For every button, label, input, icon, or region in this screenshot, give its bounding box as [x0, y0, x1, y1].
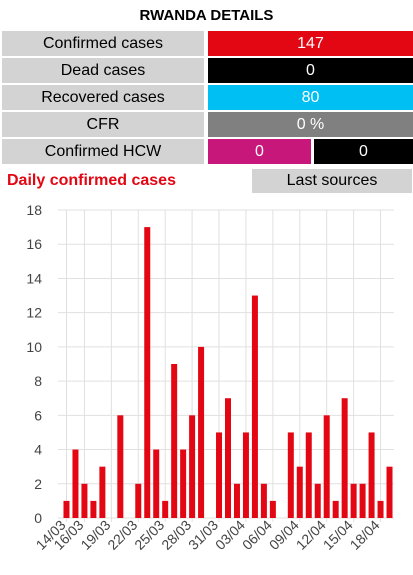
- page-title: RWANDA DETAILS: [139, 7, 274, 24]
- bar-28-03: [189, 415, 196, 518]
- bar-26-03: [171, 364, 178, 518]
- x-tick-label: 09/04: [266, 517, 302, 553]
- y-tick-label: 16: [26, 236, 42, 252]
- recovered-cases-row: Recovered cases 80: [2, 85, 413, 110]
- bar-19-04: [386, 466, 393, 518]
- bar-01-04: [225, 398, 231, 518]
- x-tick-label: 31/03: [185, 517, 221, 553]
- bar-14-04: [341, 398, 348, 518]
- cfr-label: CFR: [2, 112, 204, 137]
- bar-03-04: [242, 432, 249, 518]
- bar-02-04: [233, 483, 240, 518]
- confirmed-hcw-value-1: 0: [208, 139, 311, 164]
- bar-25-03: [162, 500, 169, 518]
- bar-04-04: [251, 295, 258, 518]
- x-tick-label: 19/03: [77, 517, 113, 553]
- bar-27-03: [180, 449, 187, 518]
- confirmed-hcw-label: Confirmed HCW: [2, 139, 204, 164]
- bar-15-04: [350, 483, 357, 518]
- confirmed-cases-row: Confirmed cases 147: [2, 31, 413, 56]
- confirmed-cases-label: Confirmed cases: [2, 31, 204, 56]
- recovered-cases-value: 80: [208, 85, 413, 110]
- x-tick-label: 06/04: [239, 517, 275, 553]
- bar-13-04: [332, 500, 339, 518]
- cfr-value: 0 %: [208, 112, 413, 137]
- x-tick-label: 03/04: [212, 517, 248, 553]
- bar-17-04: [368, 432, 375, 518]
- cfr-row: CFR 0 %: [2, 112, 413, 137]
- bar-22-03: [135, 483, 142, 518]
- dead-cases-row: Dead cases 0: [2, 58, 413, 83]
- bar-29-03: [198, 346, 205, 518]
- bar-11-04: [314, 483, 321, 518]
- x-tick-label: 18/04: [347, 517, 383, 553]
- bar-18-03: [99, 466, 106, 518]
- x-tick-label: 22/03: [104, 517, 140, 553]
- y-tick-label: 14: [26, 270, 42, 286]
- bar-05-04: [260, 483, 267, 518]
- bar-18-04: [377, 500, 384, 518]
- dead-cases-label: Dead cases: [2, 58, 204, 83]
- confirmed-hcw-row: Confirmed HCW 0 0: [2, 139, 413, 164]
- bar-14-03: [63, 500, 70, 518]
- last-sources-button[interactable]: Last sources: [252, 169, 412, 193]
- bar-15-03: [72, 449, 79, 518]
- bar-08-04: [287, 432, 294, 518]
- bar-09-04: [296, 466, 303, 518]
- daily-confirmed-title: Daily confirmed cases: [7, 172, 176, 189]
- confirmed-hcw-value-2: 0: [314, 139, 413, 164]
- x-tick-label: 15/04: [320, 517, 356, 553]
- x-tick-label: 25/03: [131, 517, 167, 553]
- bar-06-04: [269, 500, 276, 518]
- bar-23-03: [144, 227, 151, 518]
- y-tick-label: 2: [34, 476, 42, 492]
- y-tick-label: 6: [34, 407, 42, 423]
- bar-20-03: [117, 415, 124, 518]
- recovered-cases-label: Recovered cases: [2, 85, 204, 110]
- y-tick-label: 12: [26, 305, 42, 321]
- bar-16-04: [359, 483, 366, 518]
- bar-16-03: [81, 483, 88, 518]
- bar-17-03: [90, 500, 97, 518]
- x-tick-label: 28/03: [158, 517, 194, 553]
- y-tick-label: 0: [34, 510, 42, 526]
- y-tick-label: 4: [34, 442, 42, 458]
- daily-cases-chart: 02468101214161814/0316/0319/0322/0325/03…: [26, 202, 394, 553]
- bar-10-04: [305, 432, 312, 518]
- y-tick-label: 10: [26, 339, 42, 355]
- x-tick-label: 12/04: [293, 517, 329, 553]
- y-tick-label: 18: [26, 202, 42, 218]
- bar-12-04: [323, 415, 330, 518]
- bar-24-03: [153, 449, 160, 518]
- y-tick-label: 8: [34, 373, 42, 389]
- bar-31-03: [216, 432, 223, 518]
- dead-cases-value: 0: [208, 58, 413, 83]
- confirmed-cases-value: 147: [208, 31, 413, 56]
